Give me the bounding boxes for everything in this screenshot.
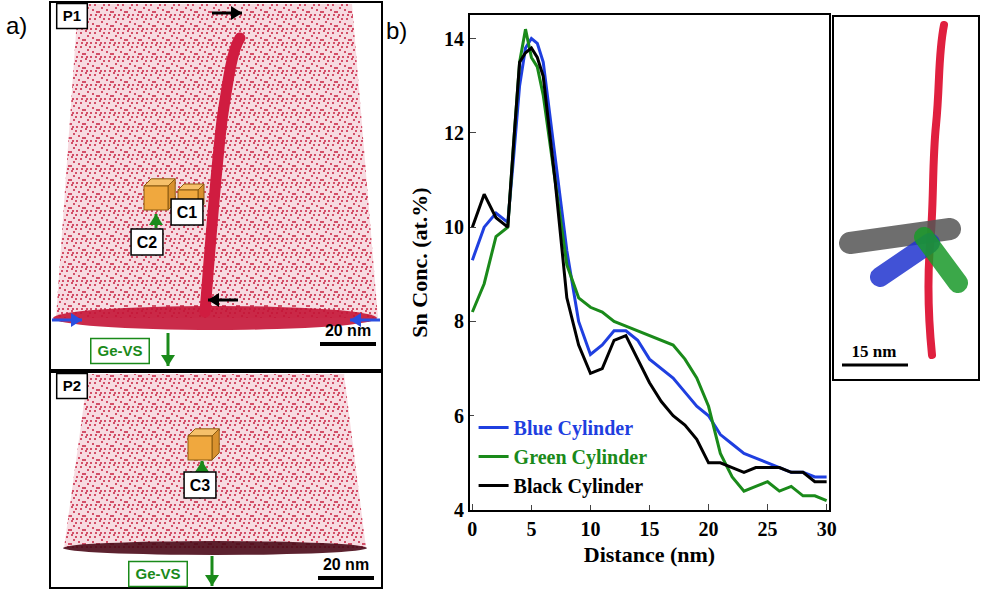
svg-text:8: 8 (454, 310, 464, 332)
svg-text:15 nm: 15 nm (852, 342, 897, 361)
svg-text:C3: C3 (190, 477, 211, 494)
svg-text:Blue Cylinder: Blue Cylinder (514, 417, 634, 440)
svg-text:a): a) (6, 12, 27, 39)
svg-text:15: 15 (640, 518, 660, 540)
svg-text:25: 25 (758, 518, 778, 540)
svg-text:20 nm: 20 nm (325, 322, 371, 339)
svg-text:b): b) (386, 17, 407, 44)
svg-text:30: 30 (817, 518, 837, 540)
svg-text:4: 4 (454, 499, 464, 521)
svg-text:0: 0 (467, 518, 477, 540)
svg-text:C2: C2 (137, 234, 158, 251)
svg-text:Ge-VS: Ge-VS (97, 342, 142, 359)
svg-text:Distance (nm): Distance (nm) (584, 542, 715, 567)
svg-text:10: 10 (444, 216, 464, 238)
svg-text:20 nm: 20 nm (323, 556, 369, 573)
svg-text:5: 5 (526, 518, 536, 540)
svg-text:Sn Conc. (at.%): Sn Conc. (at.%) (407, 187, 432, 337)
svg-text:Ge-VS: Ge-VS (135, 565, 180, 582)
svg-text:Black Cylinder: Black Cylinder (514, 475, 644, 498)
svg-text:P1: P1 (63, 7, 81, 24)
svg-text:Green Cylinder: Green Cylinder (514, 446, 648, 469)
svg-text:20: 20 (699, 518, 719, 540)
svg-text:10: 10 (580, 518, 600, 540)
svg-text:P2: P2 (63, 377, 81, 394)
svg-text:C1: C1 (177, 204, 198, 221)
svg-text:12: 12 (444, 122, 464, 144)
svg-text:6: 6 (454, 405, 464, 427)
svg-text:14: 14 (444, 28, 464, 50)
